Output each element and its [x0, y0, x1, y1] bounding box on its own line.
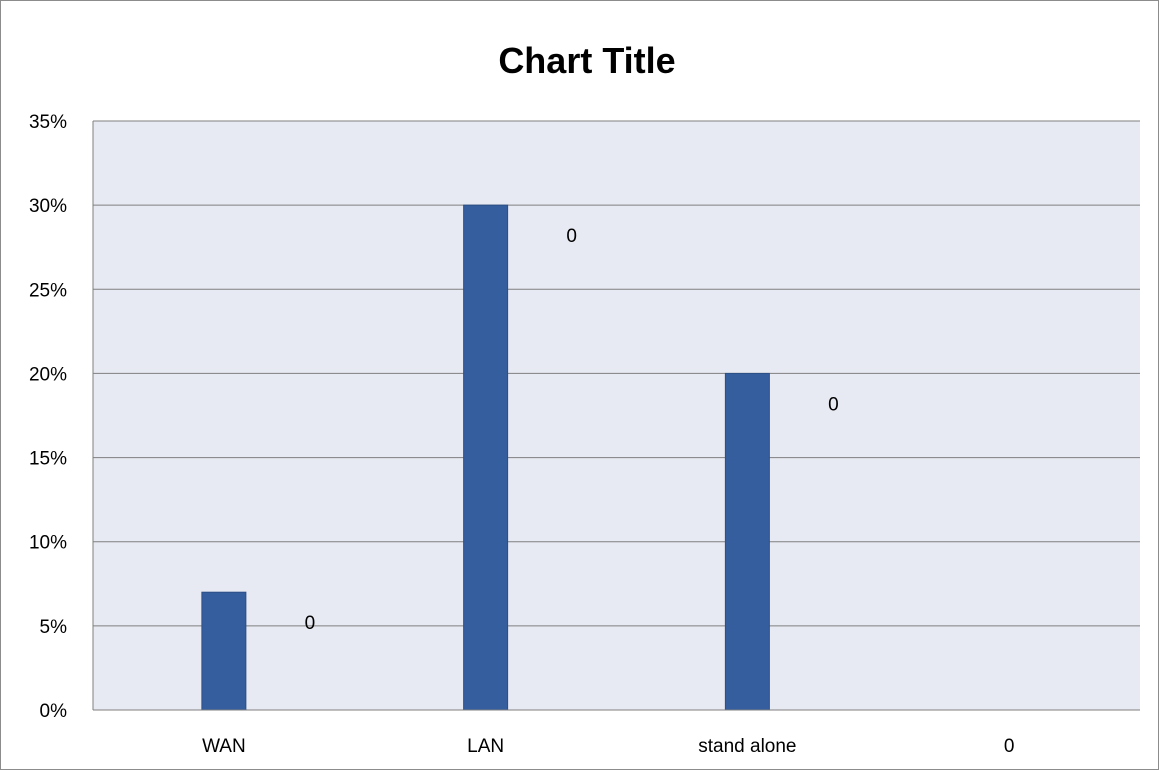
- data-label: 0: [828, 394, 839, 415]
- y-tick-label: 25%: [29, 280, 67, 301]
- y-axis-tick-labels: 0% 5% 10% 15% 20% 25% 30% 35%: [29, 112, 67, 722]
- gridlines: [93, 120, 1140, 627]
- x-category-label: 0: [1004, 736, 1015, 757]
- bar: [463, 204, 509, 711]
- chart-title: Chart Title: [498, 40, 675, 81]
- y-tick-label: 35%: [29, 112, 67, 133]
- bars: [201, 204, 770, 711]
- x-axis-category-labels: WAN LAN stand alone 0: [202, 736, 1014, 757]
- y-tick-label: 30%: [29, 196, 67, 217]
- y-tick-label: 10%: [29, 533, 67, 554]
- bar: [724, 372, 770, 711]
- y-tick-label: 15%: [29, 449, 67, 470]
- y-tick-label: 5%: [40, 617, 68, 638]
- data-label: 0: [305, 613, 316, 634]
- data-labels: 0 0 0: [305, 226, 839, 634]
- x-category-label: LAN: [467, 736, 504, 757]
- y-tick-label: 20%: [29, 364, 67, 385]
- x-category-label: WAN: [202, 736, 246, 757]
- data-label: 0: [566, 226, 577, 247]
- plot-area: [93, 121, 1140, 710]
- y-tick-label: 0%: [40, 701, 68, 722]
- bar: [201, 591, 247, 711]
- x-category-label: stand alone: [698, 736, 796, 757]
